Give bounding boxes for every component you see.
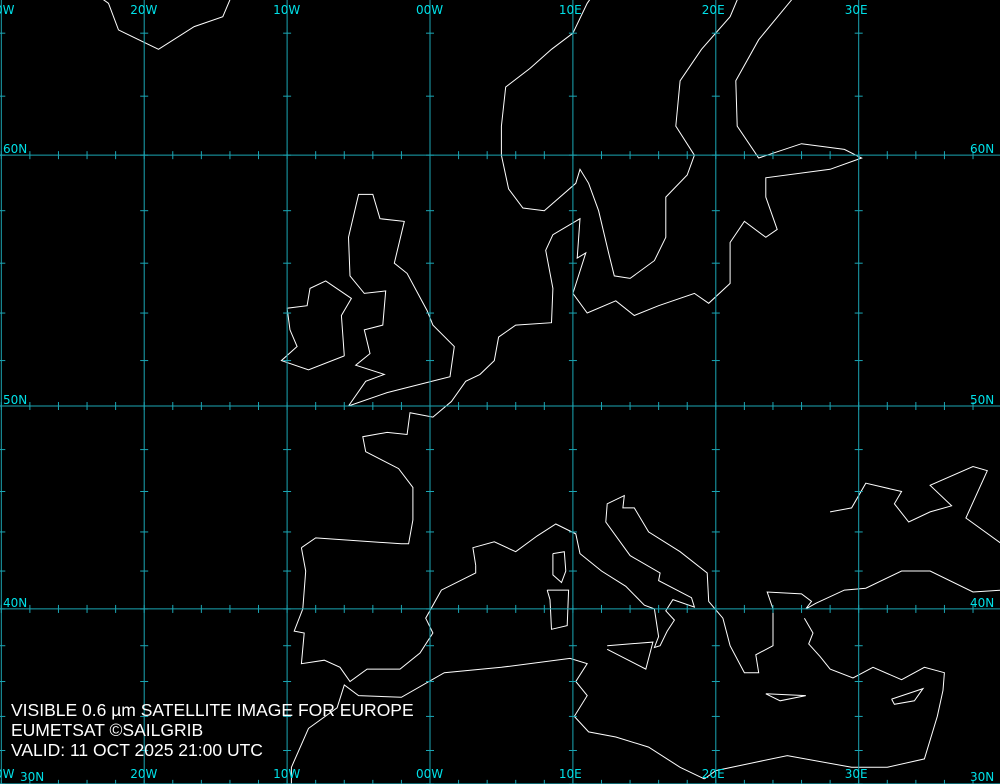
coastline: [290, 657, 705, 784]
longitude-label-top: 30W: [0, 3, 15, 17]
longitude-label-top: 10W: [273, 3, 301, 17]
latitude-label-left: 50N: [3, 393, 28, 407]
longitude-label-bottom: 10E: [558, 767, 582, 781]
latitude-label-left: 60N: [3, 142, 28, 157]
coastline: [830, 465, 1000, 544]
caption-valid-time: VALID: 11 OCT 2025 21:00 UTC: [11, 740, 263, 760]
coastline: [472, 494, 1000, 674]
coastline: [293, 547, 477, 683]
coastline: [552, 551, 567, 584]
coastline: [704, 617, 945, 780]
longitude-label-top: 00W: [416, 3, 444, 17]
latitude-label-left: 30N: [20, 770, 45, 784]
longitude-label-bottom: 20E: [701, 767, 725, 781]
coastline: [500, 0, 738, 279]
longitude-label-top: 10E: [558, 3, 582, 17]
latitude-label-right: 50N: [970, 393, 995, 407]
coastline: [546, 589, 570, 630]
longitude-label-top: 30E: [844, 3, 868, 17]
longitude-label-top: 20W: [130, 3, 158, 17]
longitude-label-bottom: 30E: [844, 767, 868, 781]
longitude-label-bottom: 10W: [273, 767, 301, 781]
coastlines: [103, 0, 1000, 784]
caption-title: VISIBLE 0.6 µm SATELLITE IMAGE FOR EUROP…: [11, 700, 414, 720]
coastline: [891, 687, 925, 705]
longitude-label-bottom: 00W: [416, 767, 444, 781]
coastline: [765, 693, 806, 702]
longitude-label-bottom: 30W: [0, 767, 15, 781]
coastline: [347, 193, 455, 407]
coastline: [280, 280, 353, 371]
longitude-label-bottom: 20W: [130, 767, 158, 781]
longitude-label-top: 20E: [701, 3, 725, 17]
coastline: [606, 641, 654, 670]
latitude-label-right: 30N: [970, 770, 995, 784]
caption-source: EUMETSAT ©SAILGRIB: [11, 720, 204, 740]
coastline: [103, 0, 231, 50]
latitude-label-left: 40N: [3, 595, 28, 610]
latitude-label-right: 40N: [970, 595, 995, 610]
coastline: [301, 0, 863, 549]
latitude-label-right: 60N: [970, 142, 995, 157]
